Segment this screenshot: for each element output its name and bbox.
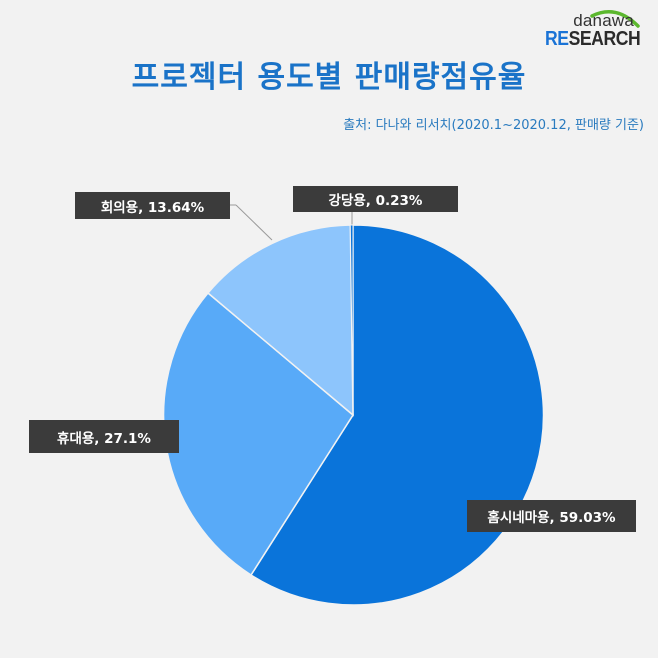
data-label-home-cinema: 홈시네마용, 59.03%	[467, 500, 636, 532]
logo-wordmark-bottom: RESEARCH	[544, 28, 641, 50]
chart-title: 프로젝터 용도별 판매량점유율	[131, 60, 527, 95]
slice-meeting[interactable]	[206, 224, 354, 417]
slice-auditorium[interactable]	[349, 224, 354, 416]
chart-source-note: 출처: 다나와 리서치(2020.1~2020.12, 판매량 기준)	[343, 118, 644, 133]
danawa-research-logo: danawa RESEARCH	[538, 6, 648, 50]
logo-swoosh-icon	[590, 10, 640, 28]
data-label-auditorium: 강당용, 0.23%	[293, 186, 458, 212]
data-label-portable: 휴대용, 27.1%	[29, 420, 179, 453]
leader-line-meeting-diag	[235, 204, 273, 241]
data-label-meeting: 회의용, 13.64%	[75, 192, 230, 219]
logo-wordmark-top: danawa	[573, 11, 634, 30]
